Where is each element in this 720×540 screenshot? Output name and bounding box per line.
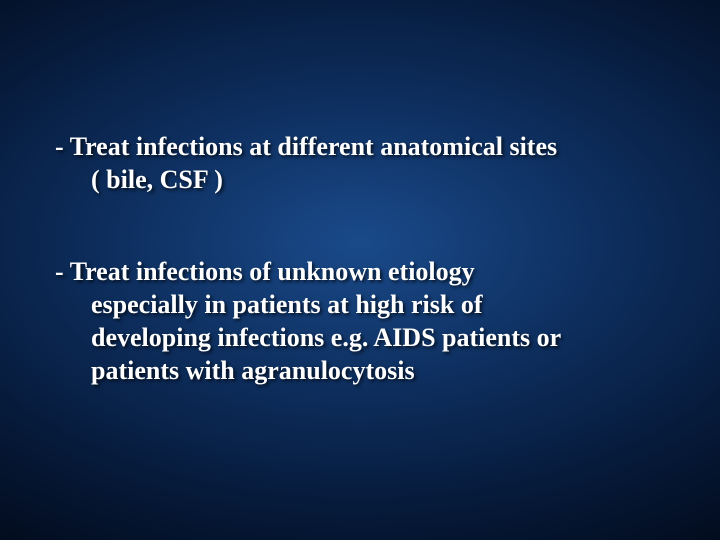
bullet-text-line2: especially in patients at high risk of xyxy=(55,288,665,321)
bullet-text-line1: Treat infections of unknown etiology xyxy=(64,257,475,286)
slide-container: - Treat infections at different anatomic… xyxy=(0,0,720,540)
bullet-text-line4: patients with agranulocytosis xyxy=(55,354,665,387)
bullet-dash: - xyxy=(55,257,64,286)
bullet-1: - Treat infections at different anatomic… xyxy=(55,130,665,197)
bullet-text-line2: ( bile, CSF ) xyxy=(55,163,665,196)
bullet-dash: - xyxy=(55,132,64,161)
bullet-text-line3: developing infections e.g. AIDS patients… xyxy=(55,321,665,354)
bullet-text-line1: Treat infections at different anatomical… xyxy=(64,132,557,161)
bullet-2: - Treat infections of unknown etiology e… xyxy=(55,255,665,388)
